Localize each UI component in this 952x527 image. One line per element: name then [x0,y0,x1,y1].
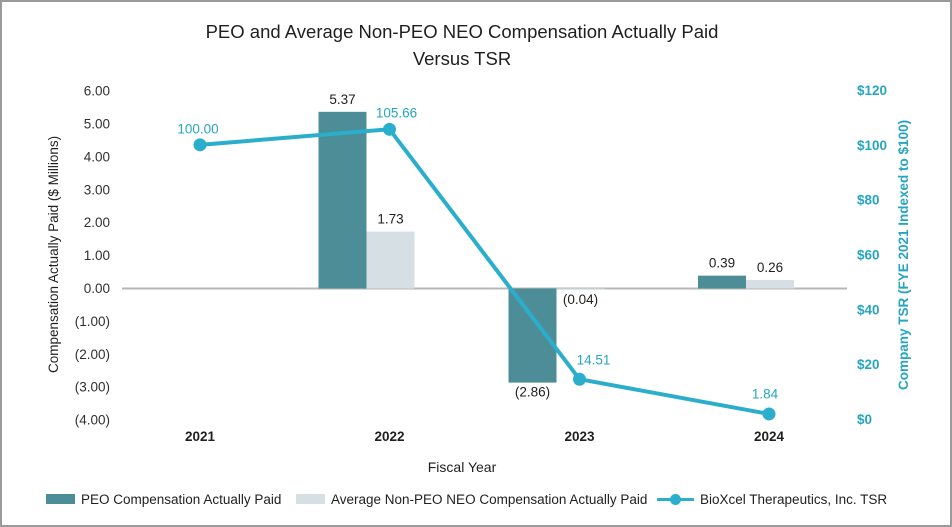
legend-swatch-tsr-line-icon [657,493,694,505]
right-axis-title: Company TSR (FYE 2021 Indexed to $100) [896,119,911,390]
tsr-label-2022: 105.66 [376,105,417,120]
bar-neo-2022 [366,231,415,289]
left-tick-6.00: 6.00 [84,84,110,99]
left-tick-2.00: 2.00 [84,215,110,230]
right-tick-$0: $0 [857,412,872,427]
bar-peo-2022 [318,111,367,289]
left-tick-(3.00): (3.00) [75,380,110,395]
right-tick-$40: $40 [857,302,880,317]
legend-item-tsr: BioXcel Therapeutics, Inc. TSR [657,488,887,510]
tsr-label-2024: 1.84 [752,386,779,401]
legend-swatch-peo-bar-icon [46,494,75,504]
right-tick-$80: $80 [857,193,880,208]
tsr-label-2021: 100.00 [177,121,218,136]
left-tick-(4.00): (4.00) [75,413,110,428]
left-tick-(1.00): (1.00) [75,314,110,329]
left-tick-4.00: 4.00 [84,149,110,164]
legend-item-peo: PEO Compensation Actually Paid [46,488,281,510]
bar-neo-2024 [746,279,794,289]
tsr-point-2021 [193,138,207,152]
legend: PEO Compensation Actually Paid Average N… [2,488,950,510]
bar-peo-2024 [698,275,746,289]
x-tick-2024: 2024 [754,429,785,444]
left-tick-0.00: 0.00 [84,281,110,296]
left-axis-title: Compensation Actually Paid ($ Millions) [46,135,61,374]
bar-label-peo-2022: 5.37 [329,92,355,107]
legend-label-neo: Average Non-PEO NEO Compensation Actuall… [331,491,648,507]
chart-title-line1: PEO and Average Non-PEO NEO Compensation… [205,21,719,42]
chart-title: PEO and Average Non-PEO NEO Compensation… [2,18,922,72]
right-tick-$120: $120 [857,83,887,98]
right-tick-$20: $20 [857,357,880,372]
legend-swatch-neo-bar-icon [296,494,325,504]
tsr-line [199,127,770,416]
bar-label-peo-2024: 0.39 [709,256,735,271]
x-axis-title: Fiscal Year [427,459,497,475]
bar-label-neo-2022: 1.73 [377,212,403,227]
tsr-point-2024 [762,407,776,421]
bar-label-peo-2023: (2.86) [515,385,550,400]
chart-title-line2: Versus TSR [412,48,512,69]
x-tick-2023: 2023 [564,429,595,444]
tsr-label-2023: 14.51 [577,353,611,368]
right-tick-$100: $100 [857,138,887,153]
x-tick-2022: 2022 [374,429,404,444]
right-tick-$60: $60 [857,248,880,263]
x-tick-2021: 2021 [185,429,216,444]
bar-neo-2023 [556,288,605,290]
tsr-point-2022 [383,122,396,136]
legend-label-tsr: BioXcel Therapeutics, Inc. TSR [700,491,888,507]
legend-item-neo: Average Non-PEO NEO Compensation Actuall… [296,488,647,510]
bar-label-neo-2023: (0.04) [563,292,598,307]
bar-label-neo-2024: 0.26 [757,260,783,275]
left-tick-(2.00): (2.00) [75,347,110,362]
left-tick-1.00: 1.00 [84,248,110,263]
tsr-point-2023 [573,372,586,386]
legend-label-peo: PEO Compensation Actually Paid [81,491,282,507]
left-tick-5.00: 5.00 [84,117,110,132]
left-tick-3.00: 3.00 [84,182,110,197]
bar-peo-2023 [508,288,557,383]
